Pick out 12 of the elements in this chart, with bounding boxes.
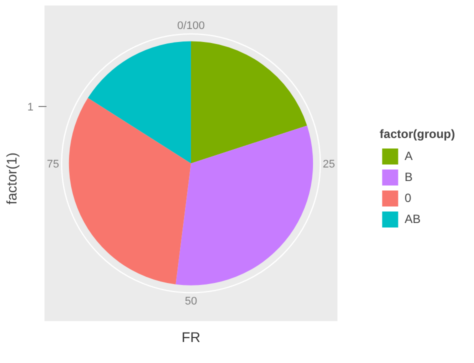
- legend-label: 0: [404, 191, 412, 205]
- text: 1: [27, 101, 34, 114]
- legend-label: B: [404, 170, 414, 184]
- legend-title: factor(group): [380, 127, 455, 141]
- text: 25: [322, 158, 336, 170]
- legend-label: AB: [404, 212, 422, 226]
- text: 0/100: [177, 20, 205, 32]
- text: 75: [46, 158, 60, 170]
- text: factor(1): [3, 152, 20, 205]
- text: FR: [182, 328, 200, 345]
- legend-label: A: [404, 149, 414, 163]
- text: 50: [184, 296, 198, 308]
